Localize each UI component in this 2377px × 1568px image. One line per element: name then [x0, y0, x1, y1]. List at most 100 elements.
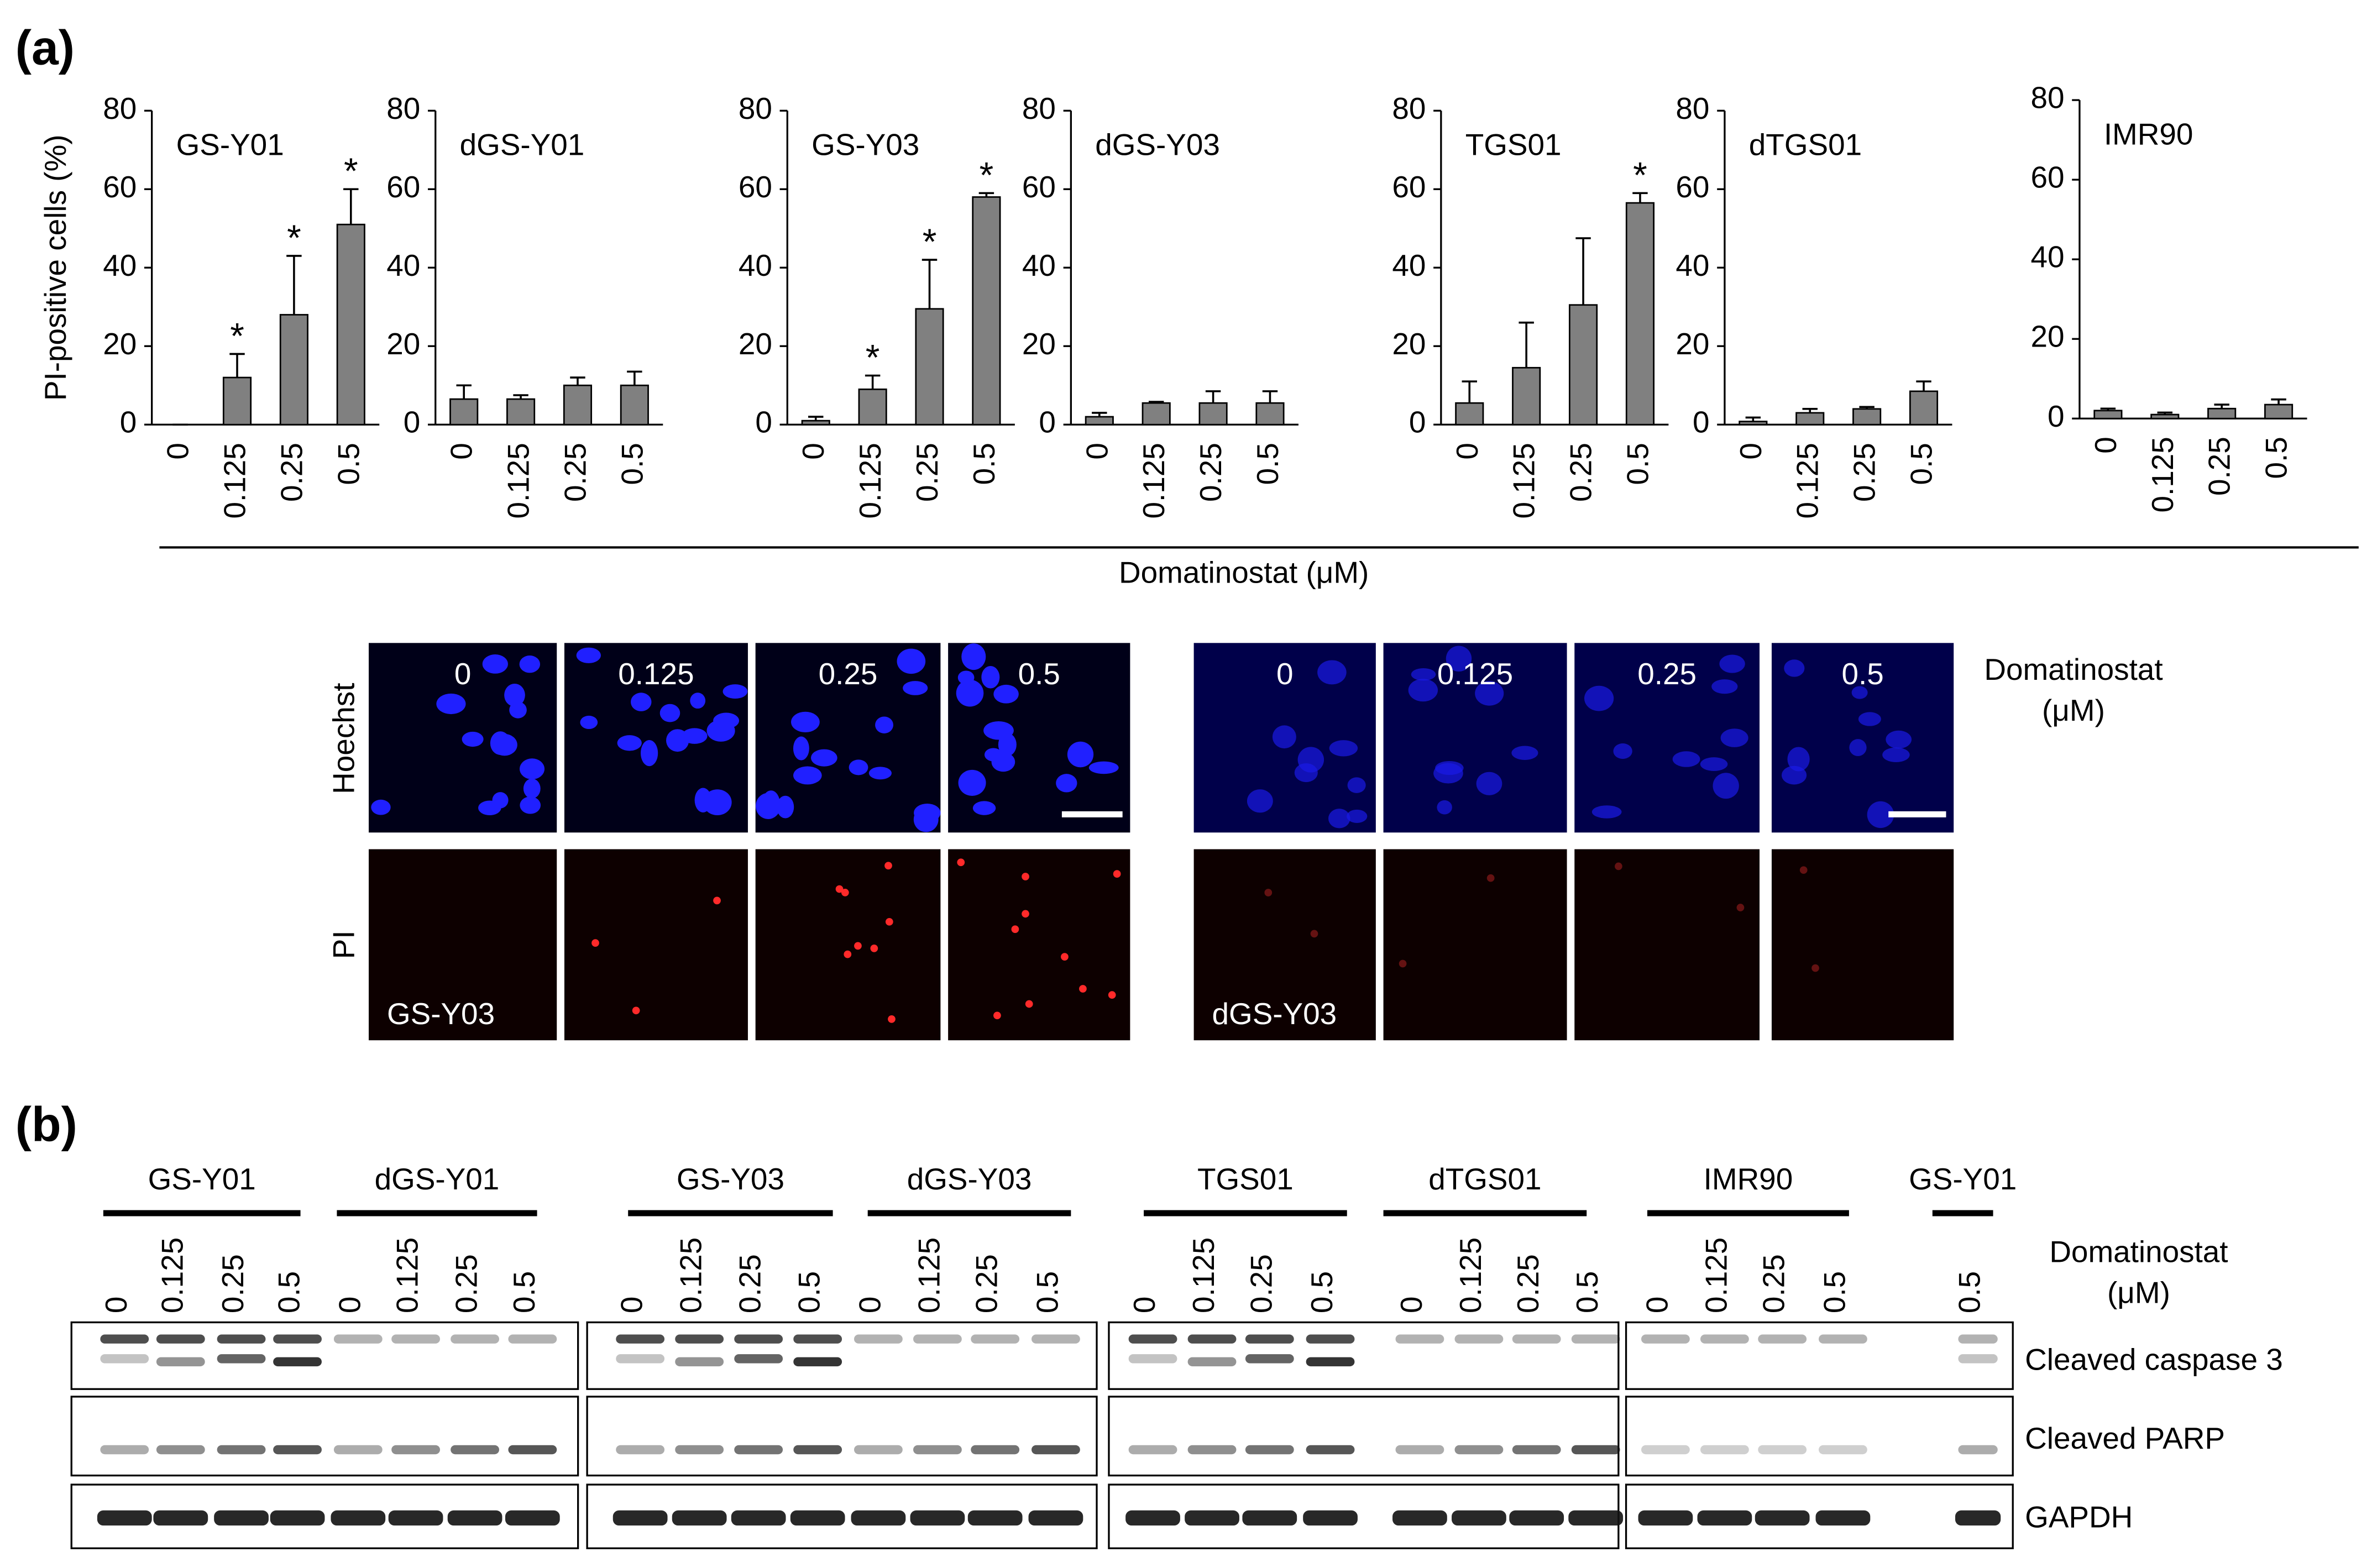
nucleus — [958, 769, 986, 796]
band — [1128, 1334, 1177, 1344]
band — [1452, 1510, 1506, 1526]
pi-signal — [870, 945, 878, 952]
band — [153, 1510, 208, 1526]
x-tick-label: 0 — [161, 443, 195, 460]
band — [1568, 1510, 1624, 1526]
pi-signal — [713, 896, 721, 905]
y-tick-label: 20 — [1676, 327, 1709, 361]
x-tick-label: 0 — [1734, 443, 1768, 460]
bar — [1568, 304, 1598, 426]
band — [1512, 1445, 1561, 1455]
x-tick-label: 0.25 — [910, 443, 944, 502]
x-tick-label: 0.5 — [967, 443, 1001, 485]
band — [270, 1510, 325, 1526]
lane-label: 0.125 — [155, 1237, 189, 1313]
band — [675, 1334, 724, 1344]
band — [1512, 1334, 1561, 1344]
significance-marker: * — [980, 154, 994, 195]
nucleus — [713, 712, 740, 729]
lane-label: 0.125 — [912, 1237, 946, 1313]
nucleus — [519, 758, 545, 780]
band — [331, 1510, 386, 1526]
nucleus — [1882, 747, 1910, 763]
band — [1454, 1445, 1504, 1455]
band — [388, 1510, 443, 1526]
band — [1187, 1357, 1237, 1367]
band — [910, 1510, 965, 1526]
nucleus — [1511, 746, 1538, 760]
pi-signal — [1736, 904, 1745, 911]
lane-label: 0.125 — [1453, 1237, 1488, 1313]
nucleus — [811, 749, 837, 767]
band — [734, 1354, 783, 1364]
nucleus — [1329, 740, 1358, 757]
dose-label: 0.25 — [1637, 657, 1697, 691]
dose-title: (μM) — [2042, 693, 2105, 727]
error-bar — [1745, 416, 1761, 422]
band — [217, 1445, 266, 1455]
group-label: dTGS01 — [1428, 1162, 1541, 1196]
nucleus — [868, 767, 892, 780]
lane-label: 0.5 — [1570, 1271, 1604, 1313]
band — [156, 1445, 205, 1455]
pi-signal — [1811, 964, 1819, 972]
significance-marker: * — [287, 217, 301, 258]
y-tick-label: 40 — [386, 248, 420, 282]
pi-signal — [1310, 930, 1318, 938]
band — [1638, 1510, 1693, 1526]
nucleus — [961, 643, 986, 670]
band — [156, 1357, 205, 1367]
y-tick-label: 80 — [1022, 91, 1056, 125]
group-label: dGS-Y01 — [375, 1162, 500, 1196]
dose-label: 0.25 — [819, 657, 878, 691]
nucleus — [1433, 763, 1463, 784]
bar — [2207, 407, 2237, 419]
bar — [915, 308, 944, 426]
x-tick-label: 0.5 — [2259, 437, 2294, 479]
band — [793, 1357, 842, 1367]
band — [967, 1510, 1023, 1526]
y-tick-label: 60 — [1676, 170, 1709, 204]
nucleus — [1088, 761, 1119, 774]
scale-bar — [1888, 811, 1946, 817]
y-tick-label: 40 — [1022, 248, 1056, 282]
band — [1245, 1334, 1294, 1344]
nucleus — [762, 790, 781, 817]
blot-frame — [1108, 1396, 1620, 1477]
nucleus — [509, 701, 527, 719]
nucleus — [519, 655, 541, 673]
error-bar — [1462, 380, 1477, 403]
hoechst-image — [948, 643, 1130, 833]
nucleus — [1713, 773, 1739, 799]
lane-label: 0.125 — [1186, 1237, 1221, 1313]
lane-label: 0.25 — [1511, 1254, 1545, 1313]
dose-label: 0.125 — [618, 657, 694, 691]
nucleus — [523, 778, 541, 799]
band — [1187, 1334, 1237, 1344]
pi-signal — [1061, 953, 1069, 961]
lane-label: 0.25 — [733, 1254, 767, 1313]
dose-label: 0 — [454, 657, 472, 691]
nucleus — [436, 693, 466, 715]
nucleus — [1437, 800, 1452, 815]
pi-signal — [993, 1011, 1001, 1020]
scale-bar — [1061, 811, 1123, 817]
bar — [336, 223, 365, 426]
error-bar — [1262, 390, 1278, 403]
dose-title: Domatinostat — [1984, 652, 2163, 686]
nucleus — [1411, 668, 1436, 681]
cell-line-label: dGS-Y03 — [1212, 997, 1337, 1031]
nucleus — [793, 736, 809, 761]
nucleus — [690, 693, 706, 709]
pi-signal — [1025, 1000, 1033, 1008]
band — [1571, 1445, 1620, 1455]
band — [1303, 1510, 1358, 1526]
nucleus — [631, 693, 652, 711]
nucleus — [972, 801, 996, 815]
group-label: IMR90 — [1704, 1162, 1793, 1196]
band — [731, 1510, 786, 1526]
pi-signal — [841, 889, 849, 896]
band — [391, 1334, 440, 1344]
x-tick-label: 0 — [444, 443, 479, 460]
